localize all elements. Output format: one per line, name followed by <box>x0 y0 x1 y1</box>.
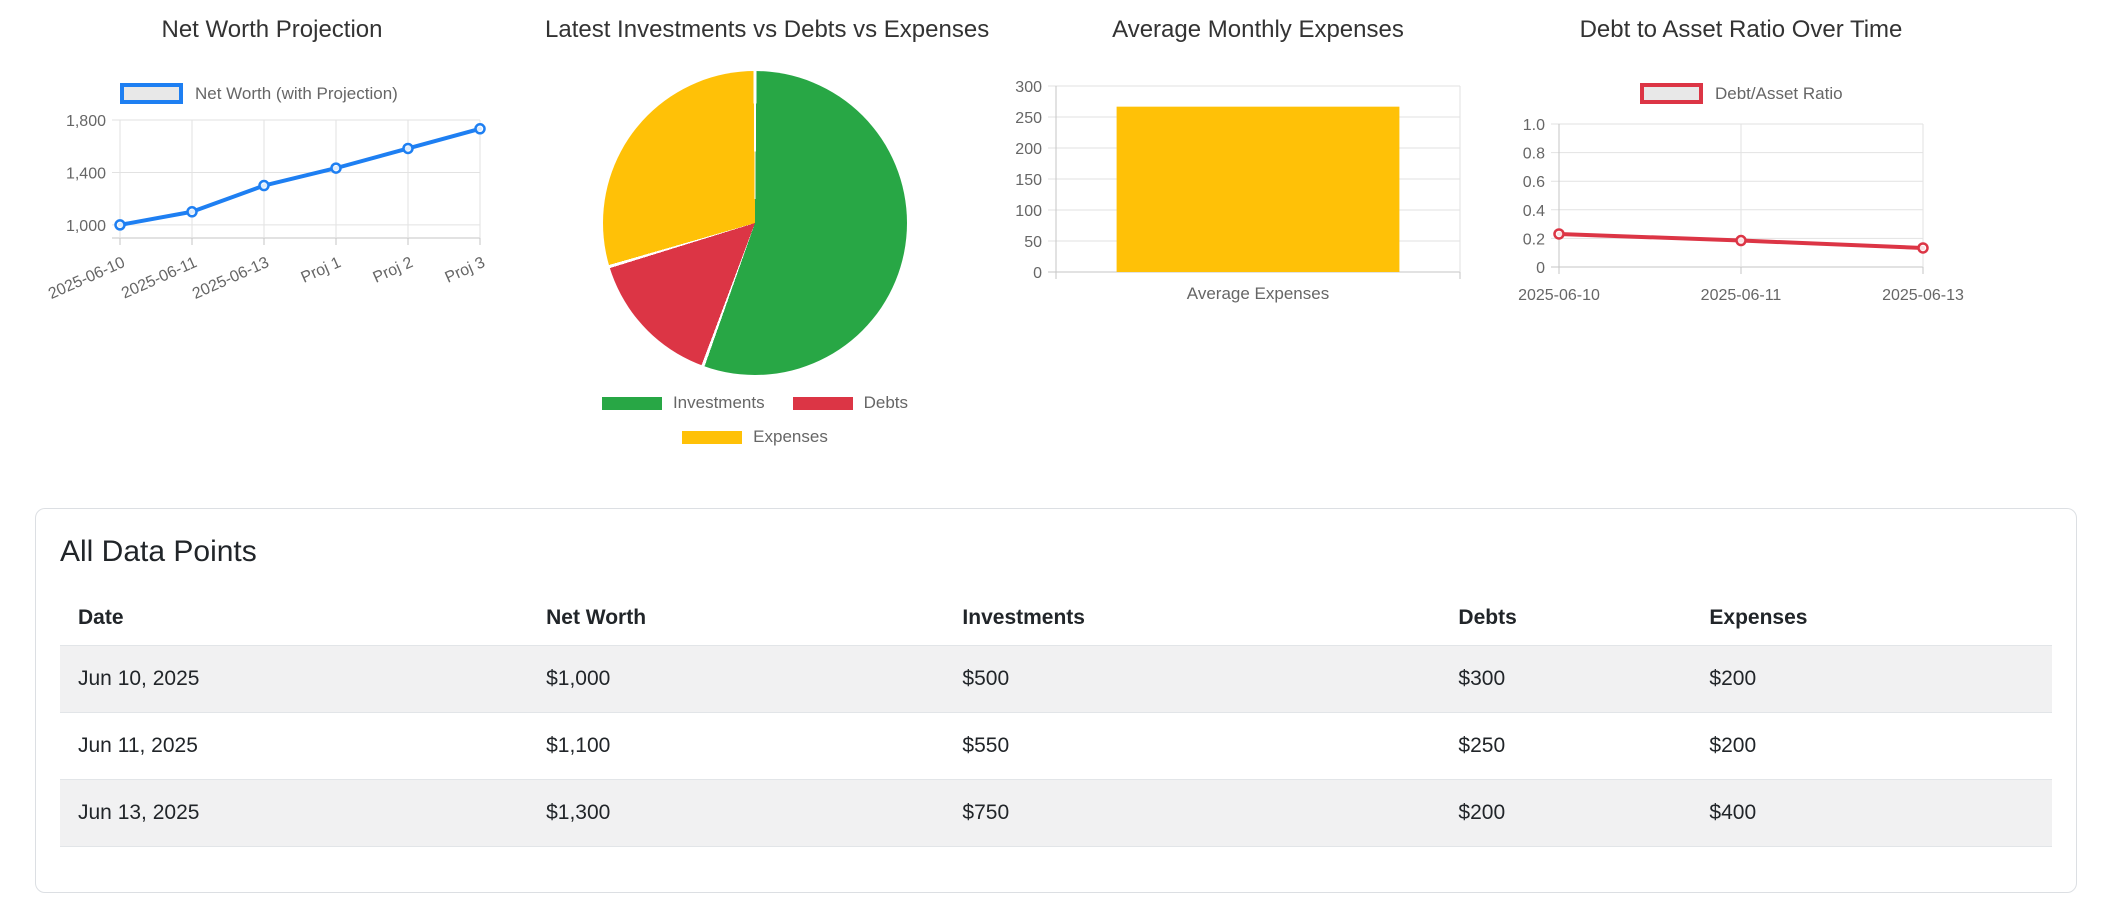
networth-line <box>118 126 482 227</box>
pie-legend-row-2: Expenses <box>545 427 965 447</box>
ratio-point <box>1553 228 1565 240</box>
table-cell: $200 <box>1440 779 1692 847</box>
table-body: Jun 10, 2025 $1,000 $500 $300 $200 Jun 11, 20… <box>60 645 2052 847</box>
ratio-point <box>1735 234 1747 247</box>
y-tick-label: 0.4 <box>1523 203 1545 220</box>
table-cell: $250 <box>1440 712 1692 780</box>
debts-swatch <box>792 396 853 410</box>
charts-canvas: 1,0001,4001,8002025-06-102025-06-112025-… <box>46 79 1964 304</box>
table-header-row: Date Net Worth Investments Debts Expenses <box>60 593 2052 646</box>
table-cell: $1,000 <box>528 645 945 713</box>
y-tick-label: 0 <box>1536 260 1545 277</box>
y-tick-label: 250 <box>1015 110 1042 127</box>
column-header: Date <box>60 593 529 646</box>
table-cell: Jun 10, 2025 <box>60 645 529 713</box>
y-tick-label: 0.6 <box>1523 174 1545 191</box>
ratio-legend-label: Debt/Asset Ratio <box>1715 83 1843 103</box>
networth-point <box>258 179 270 192</box>
expenses-chart-title: Average Monthly Expenses <box>1112 16 1404 43</box>
table-cell: $550 <box>944 712 1441 780</box>
table-cell: Jun 11, 2025 <box>60 712 529 780</box>
x-tick-label: 2025-06-10 <box>46 254 128 303</box>
table-cell: $1,300 <box>528 779 945 847</box>
column-header: Debts <box>1440 593 1692 646</box>
table-row: Jun 10, 2025 $1,000 $500 $300 $200 <box>60 645 2052 713</box>
table-row: Jun 13, 2025 $1,300 $750 $200 $400 <box>60 779 2052 847</box>
data-points-table: Date Net Worth Investments Debts Expenses Ju… <box>60 593 2052 847</box>
table-cell: $750 <box>944 779 1441 847</box>
networth-chart-title: Net Worth Projection <box>161 16 383 43</box>
ratio-legend-swatch <box>1640 83 1703 104</box>
y-tick-label: 0.8 <box>1523 146 1545 163</box>
table-cell: $200 <box>1691 645 2052 713</box>
networth-legend-swatch <box>120 83 183 104</box>
pie-legend-item-investments[interactable]: Investments <box>601 393 765 413</box>
ratio-legend[interactable]: Debt/Asset Ratio <box>1640 83 1843 104</box>
x-tick-label: 2025-06-11 <box>119 254 200 302</box>
ratio-point <box>1917 242 1929 254</box>
x-tick-label: 2025-06-10 <box>1518 287 1600 304</box>
networth-point <box>186 206 198 218</box>
y-tick-label: 150 <box>1015 172 1042 189</box>
column-header: Net Worth <box>528 593 945 646</box>
expenses-bar-category-label: Average Expenses <box>1186 284 1330 303</box>
table-cell: $400 <box>1691 779 2052 847</box>
card-title: All Data Points <box>60 535 257 568</box>
networth-legend[interactable]: Net Worth (with Projection) <box>120 83 398 104</box>
column-header: Expenses <box>1691 593 2052 646</box>
table-cell: $300 <box>1440 645 1692 713</box>
expenses-bar <box>1116 106 1400 272</box>
x-tick-label: Proj 2 <box>371 254 416 287</box>
networth-point <box>114 219 126 231</box>
y-tick-label: 0.2 <box>1523 231 1545 248</box>
y-tick-label: 1,400 <box>66 165 106 182</box>
x-tick-label: 2025-06-13 <box>1882 287 1964 304</box>
x-tick-label: 2025-06-11 <box>1701 287 1782 304</box>
y-tick-label: 100 <box>1015 203 1042 220</box>
table-cell: $500 <box>944 645 1441 713</box>
y-tick-label: 50 <box>1024 234 1042 251</box>
pie-legend-item-debts[interactable]: Debts <box>792 393 909 413</box>
pie-legend-row-1: Investments Debts <box>545 393 965 413</box>
ratio-chart-title: Debt to Asset Ratio Over Time <box>1579 16 1903 43</box>
table-cell: Jun 13, 2025 <box>60 779 529 847</box>
table-cell: $1,100 <box>528 712 945 780</box>
y-tick-label: 1,800 <box>66 113 106 130</box>
debts-legend-label: Debts <box>863 393 909 412</box>
table-row: Jun 11, 2025 $1,100 $550 $250 $200 <box>60 712 2052 780</box>
expenses-legend-label: Expenses <box>753 427 828 446</box>
y-tick-label: 200 <box>1015 141 1042 158</box>
networth-point <box>402 142 414 155</box>
investments-swatch <box>601 396 662 410</box>
investments-legend-label: Investments <box>672 393 765 412</box>
y-tick-label: 0 <box>1033 265 1042 282</box>
column-header: Investments <box>944 593 1441 646</box>
expenses-swatch <box>682 430 743 444</box>
y-tick-label: 300 <box>1015 79 1042 96</box>
table-cell: $200 <box>1691 712 2052 780</box>
networth-legend-label: Net Worth (with Projection) <box>195 83 398 103</box>
pie-chart-title: Latest Investments vs Debts vs Expenses <box>545 16 990 43</box>
data-points-card: All Data Points Date Net Worth Investments… <box>35 508 2077 893</box>
x-tick-label: Proj 3 <box>443 254 488 287</box>
networth-point <box>474 123 486 135</box>
x-tick-label: 2025-06-13 <box>190 254 272 303</box>
pie-chart <box>603 71 907 375</box>
y-tick-label: 1.0 <box>1523 117 1545 134</box>
pie-legend-item-expenses[interactable]: Expenses <box>682 427 828 447</box>
x-tick-label: Proj 1 <box>299 254 344 287</box>
networth-point <box>330 162 342 174</box>
y-tick-label: 1,000 <box>66 218 106 235</box>
